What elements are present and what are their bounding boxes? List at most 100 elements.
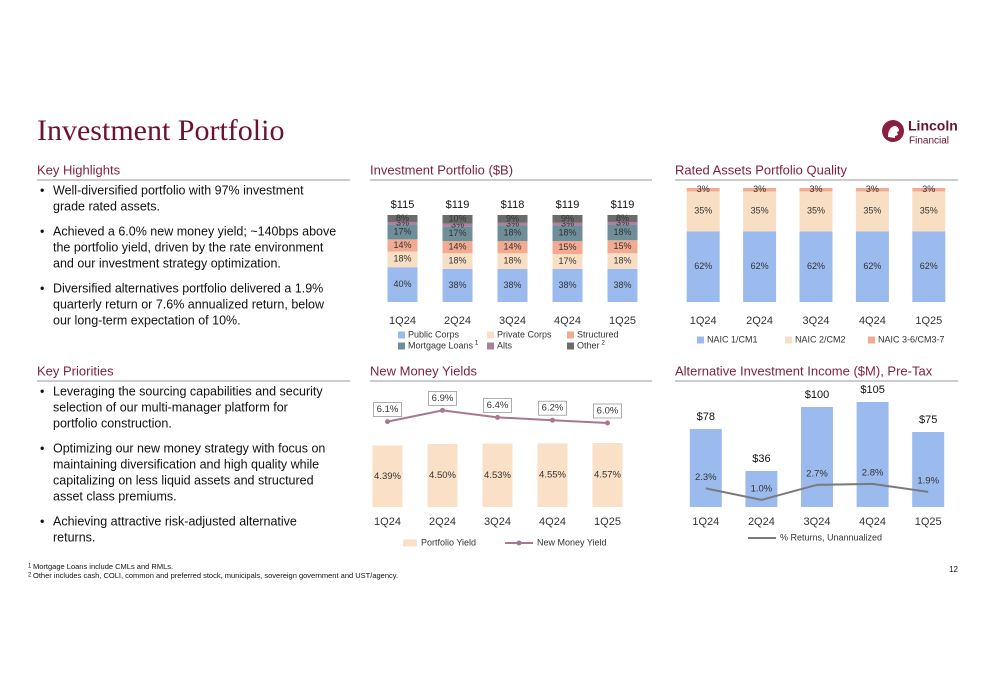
legend-swatch: [487, 342, 494, 350]
marker: [605, 420, 610, 426]
label-box: [428, 390, 457, 406]
legend-swatch: [567, 331, 574, 339]
bar-segment: [607, 221, 638, 225]
data-label: 62%: [863, 261, 881, 271]
bar: [856, 402, 889, 507]
total-label: $118: [501, 199, 525, 211]
bar-segment: [442, 215, 473, 224]
bullet-text: Optimizing our new money strategy with f…: [53, 441, 325, 455]
x-tick-label: 2Q24: [429, 516, 456, 528]
legend-label: Portfolio Yield: [421, 537, 476, 547]
data-label: 6.1%: [377, 404, 399, 415]
bar-segment: [387, 239, 418, 252]
marker: [495, 414, 500, 420]
bar: [689, 429, 722, 507]
data-label: 4.55%: [539, 470, 566, 481]
data-label: 3%: [506, 219, 519, 229]
legend-swatch: [398, 331, 405, 339]
data-label: $36: [752, 453, 770, 465]
bar-segment: [799, 191, 833, 232]
bullet-dot: •: [40, 514, 44, 528]
data-label: 6.9%: [432, 393, 454, 404]
marker: [385, 419, 390, 425]
legend-swatch: [785, 336, 792, 344]
data-label: 9%: [506, 213, 519, 223]
bullet-text: our long-term expectation of 10%.: [53, 313, 241, 327]
data-label: 17%: [448, 228, 466, 238]
data-label: 10%: [448, 214, 466, 224]
bar-segment: [442, 268, 473, 302]
bar-segment: [442, 223, 473, 227]
footnote-mark: 1: [28, 564, 32, 570]
data-label: 4.53%: [484, 470, 511, 481]
bullet-dot: •: [40, 384, 44, 398]
bullet-text: grade rated assets.: [53, 199, 160, 213]
data-label: 2.7%: [806, 468, 828, 479]
data-label: $75: [919, 414, 937, 426]
line: [705, 482, 929, 501]
bar-segment: [552, 254, 583, 269]
data-label: 38%: [558, 280, 576, 290]
data-label: 3%: [561, 219, 574, 229]
x-tick-label: 3Q24: [499, 315, 526, 327]
data-label: 14%: [503, 242, 521, 252]
x-tick-label: 1Q24: [389, 315, 416, 327]
bullet-text: asset class premiums.: [53, 489, 177, 503]
total-label: $119: [446, 199, 470, 211]
legend-label: Alts: [497, 340, 513, 350]
bullet-dot: •: [40, 441, 44, 455]
bar-segment: [552, 241, 583, 255]
bar-segment: [607, 253, 638, 269]
bar-segment: [607, 215, 638, 222]
total-label: $119: [611, 199, 635, 211]
bar: [372, 445, 403, 507]
data-label: 35%: [694, 206, 712, 216]
data-label: 18%: [448, 255, 466, 265]
data-label: 1.0%: [751, 483, 773, 494]
bar-segment: [686, 231, 720, 302]
data-label: 3%: [809, 184, 822, 194]
data-label: 38%: [503, 280, 521, 290]
data-label: 8%: [396, 213, 409, 223]
x-tick-label: 1Q25: [594, 516, 621, 528]
bar-segment: [442, 241, 473, 254]
section-heading: Key Priorities: [37, 363, 114, 378]
data-label: 35%: [807, 206, 825, 216]
bullet-text: portfolio construction.: [53, 416, 172, 430]
bar-segment: [607, 268, 638, 302]
bullet-text: quarterly return or 7.6% annualized retu…: [53, 297, 325, 311]
bar-segment: [497, 215, 528, 223]
bar-segment: [912, 188, 946, 192]
bullet-dot: •: [40, 224, 44, 238]
legend-swatch: [868, 336, 875, 344]
data-label: 62%: [807, 261, 825, 271]
x-tick-label: 4Q24: [554, 315, 581, 327]
legend-swatch: [403, 539, 417, 547]
page-number: 12: [949, 565, 958, 574]
legend-label: Mortgage Loans: [408, 340, 474, 350]
bullet-text: Well-diversified portfolio with 97% inve…: [53, 183, 304, 197]
bar-segment: [686, 188, 720, 192]
bar-segment: [855, 188, 889, 192]
bar-segment: [855, 191, 889, 232]
data-label: 4.39%: [374, 471, 401, 482]
label-box: [373, 402, 402, 418]
bullet-text: Achieving attractive risk-adjusted alter…: [53, 514, 297, 528]
x-tick-label: 4Q24: [859, 315, 886, 327]
data-label: 35%: [863, 206, 881, 216]
data-label: 6.4%: [487, 400, 509, 411]
data-label: 2.3%: [695, 472, 717, 483]
data-label: 1.9%: [917, 475, 939, 486]
section-heading: Key Highlights: [37, 162, 121, 177]
bullet-text: capitalizing on less liquid assets and s…: [53, 473, 314, 487]
legend-label: NAIC 1/CM1: [707, 334, 758, 344]
bar-segment: [387, 215, 418, 222]
bar-segment: [497, 241, 528, 254]
x-tick-label: 3Q24: [804, 516, 831, 528]
bar: [801, 407, 833, 507]
data-label: 18%: [613, 255, 631, 265]
legend-swatch: [487, 331, 494, 339]
logo-profile: [888, 126, 899, 138]
bar-segment: [387, 267, 418, 302]
